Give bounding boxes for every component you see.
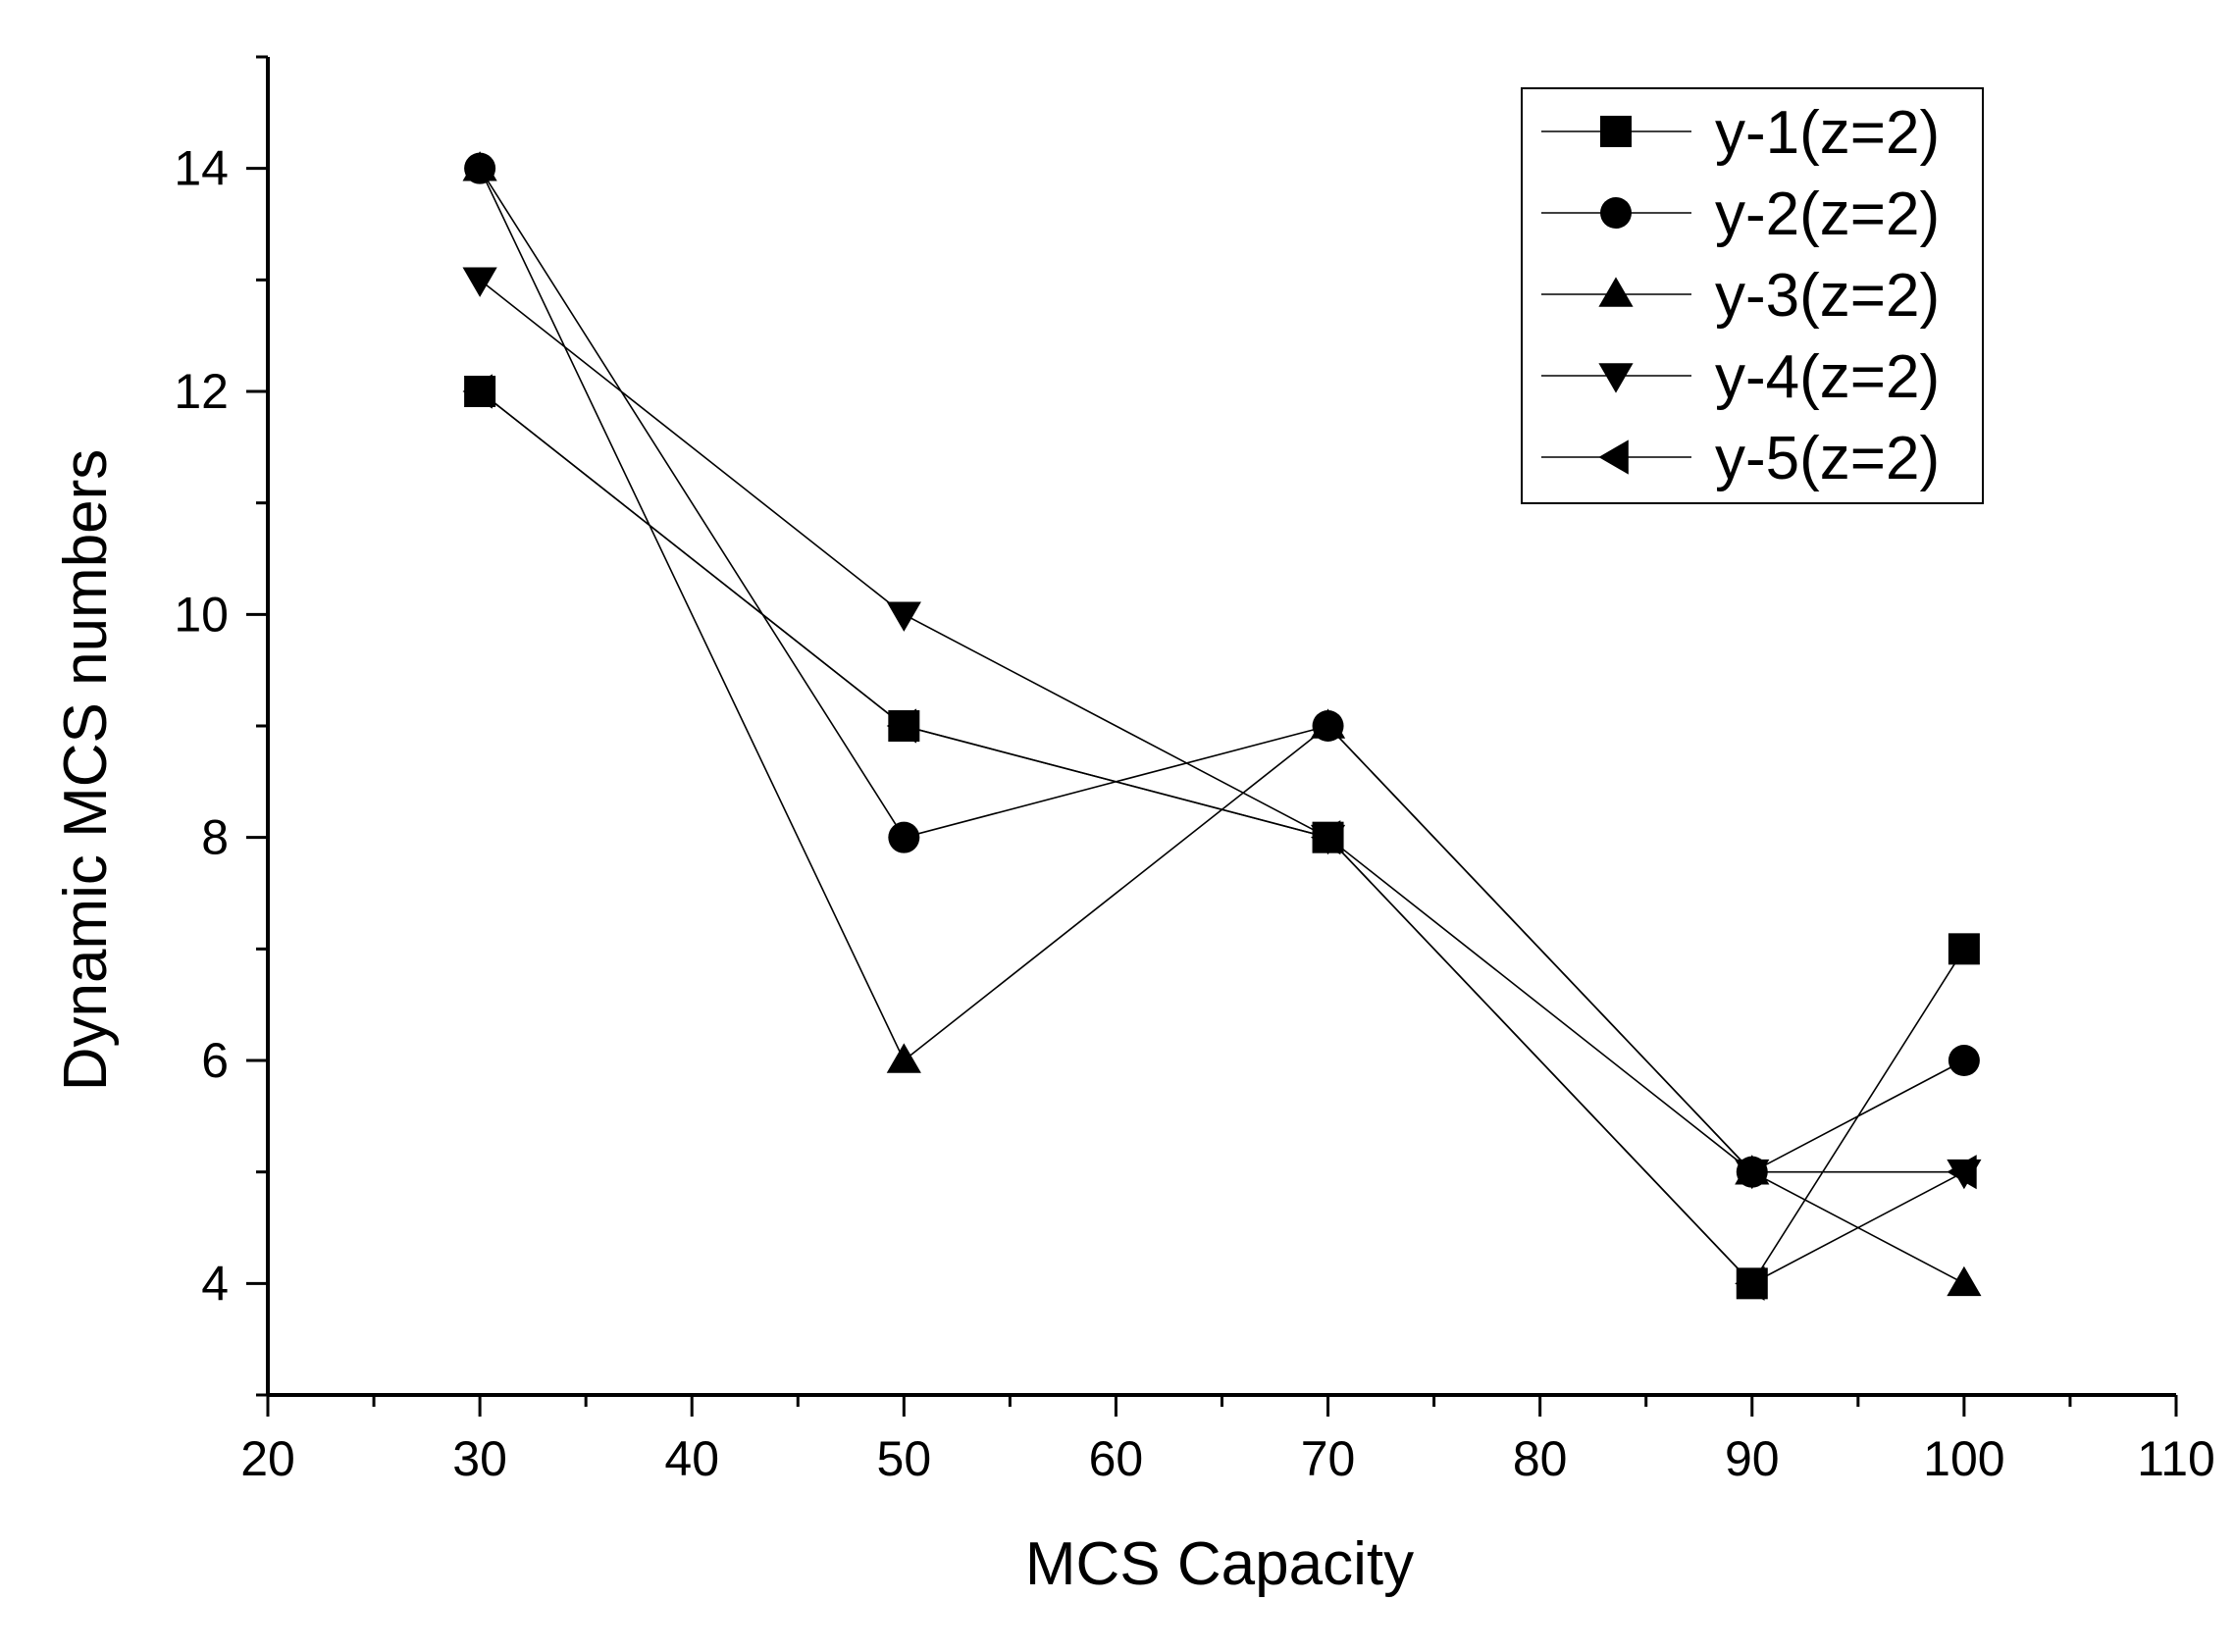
legend-label: y-2(z=2) <box>1715 181 1940 248</box>
legend-item-1: y-1(z=2) <box>1541 99 1940 167</box>
series-5-point <box>1310 820 1341 855</box>
x-tick-label: 70 <box>1301 1431 1356 1486</box>
series-3-point <box>1947 1265 1982 1297</box>
legend-marker <box>1598 363 1634 393</box>
y-tick-label: 10 <box>174 587 229 642</box>
legend-label: y-4(z=2) <box>1715 343 1940 411</box>
legend-label: y-1(z=2) <box>1715 99 1940 167</box>
series-4-point <box>462 267 497 297</box>
legend-item-3: y-3(z=2) <box>1541 262 1940 330</box>
x-tick-label: 50 <box>877 1431 932 1486</box>
series-4-point <box>1735 1159 1770 1190</box>
x-axis-title: MCS Capacity <box>1025 1530 1414 1598</box>
x-tick-label: 90 <box>1725 1431 1780 1486</box>
legend-marker <box>1598 277 1634 307</box>
series-2-point <box>888 821 920 853</box>
series-5-line <box>479 390 1965 1285</box>
x-tick-label: 110 <box>2137 1431 2215 1486</box>
legend-item-4: y-4(z=2) <box>1541 343 1940 411</box>
series-5 <box>462 374 1977 1301</box>
x-tick-label: 80 <box>1513 1431 1568 1486</box>
y-tick-label: 6 <box>201 1033 229 1088</box>
series-5-point <box>1735 1265 1765 1301</box>
x-tick-label: 100 <box>1923 1431 2004 1486</box>
legend-item-2: y-2(z=2) <box>1541 181 1940 248</box>
legend: y-1(z=2) y-2(z=2) y-3(z=2) y-4(z=2) y-5(z=2) <box>1521 87 1984 504</box>
series-layer <box>462 151 1982 1301</box>
series-3-point <box>886 1043 921 1073</box>
legend-label: y-3(z=2) <box>1715 262 1940 330</box>
y-tick-label: 12 <box>174 364 229 419</box>
y-axis-title: Dynamic MCS numbers <box>52 449 120 1092</box>
legend-marker <box>1598 439 1629 475</box>
series-3 <box>462 151 1982 1297</box>
y-tick-label: 8 <box>201 810 229 865</box>
legend-box <box>1521 87 1984 504</box>
legend-marker <box>1600 197 1632 229</box>
axes: 20 30 40 50 60 70 80 90 100 110 4 6 8 10 12 14 <box>174 55 2215 1486</box>
legend-item-5: y-5(z=2) <box>1541 425 1940 492</box>
series-5-point <box>886 708 917 744</box>
series-1-point <box>1948 933 1980 965</box>
series-4-point <box>886 601 921 632</box>
series-1-line <box>479 390 1965 1285</box>
series-5-point <box>462 374 493 409</box>
y-tick-label: 4 <box>201 1256 229 1311</box>
series-2-point <box>1948 1045 1980 1076</box>
series-3-point <box>1310 708 1346 739</box>
x-tick-label: 40 <box>664 1431 719 1486</box>
series-5-point <box>1947 1155 1977 1190</box>
x-tick-label: 60 <box>1089 1431 1144 1486</box>
x-tick-label: 30 <box>452 1431 507 1486</box>
series-3-point <box>462 151 497 181</box>
legend-marker <box>1600 116 1632 147</box>
y-tick-label: 14 <box>174 141 229 196</box>
x-tick-label: 20 <box>240 1431 295 1486</box>
legend-label: y-5(z=2) <box>1715 425 1940 492</box>
